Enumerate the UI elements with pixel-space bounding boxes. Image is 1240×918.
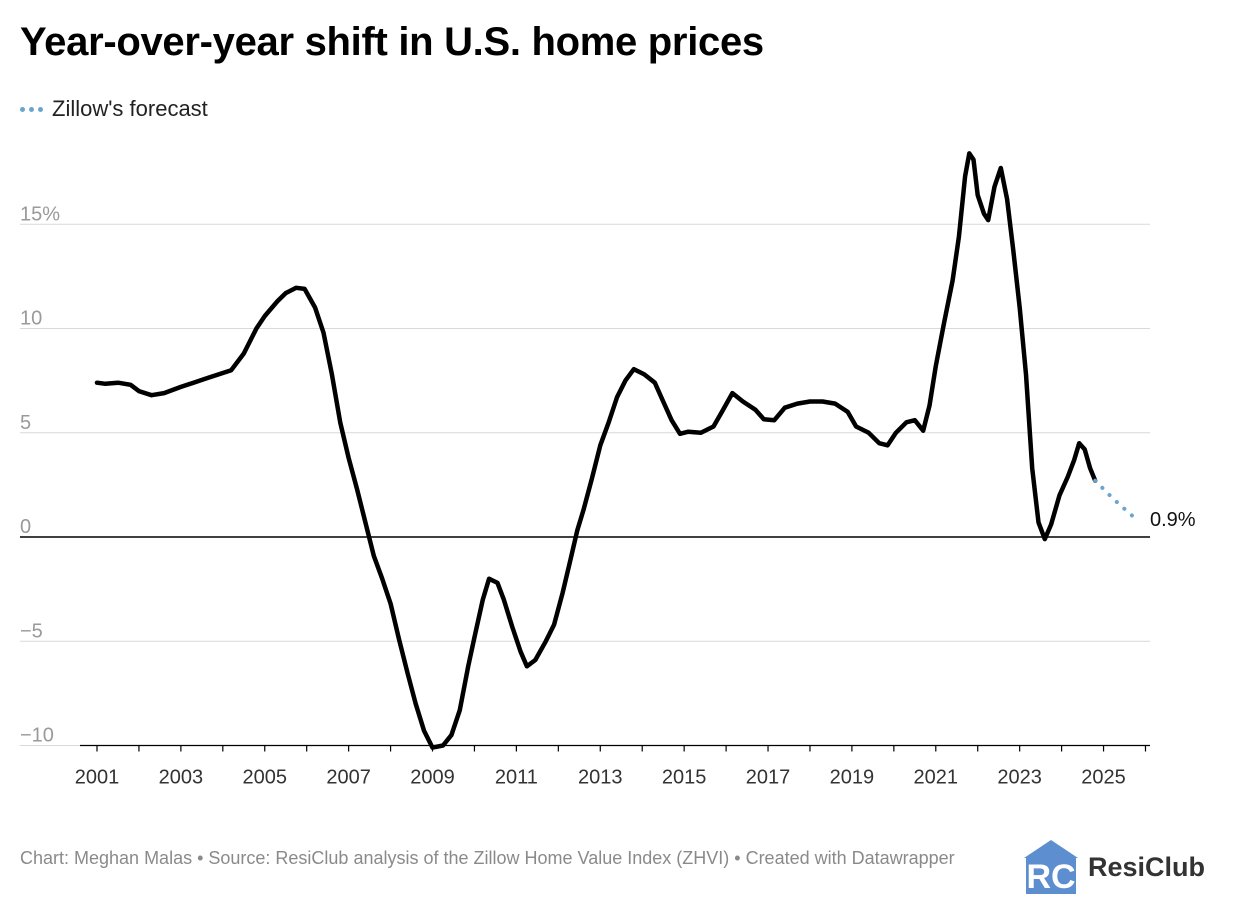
legend-label: Zillow's forecast <box>52 96 208 121</box>
y-tick-label: 5 <box>20 412 31 434</box>
series-lines <box>94 151 1137 750</box>
x-tick-label: 2019 <box>830 767 875 789</box>
gridlines <box>20 223 1150 746</box>
y-tick-label: 10 <box>20 308 42 330</box>
y-tick-label: 15% <box>20 203 60 225</box>
chart-source-note: Chart: Meghan Malas • Source: ResiClub a… <box>20 848 955 868</box>
x-tick-label: 2005 <box>243 767 288 789</box>
x-tick-label: 2015 <box>662 767 707 789</box>
logo-mark: RC <box>1026 858 1075 896</box>
x-tick-label: 2025 <box>1081 767 1126 789</box>
y-tick-label: −10 <box>20 725 54 747</box>
x-tick-label: 2023 <box>997 767 1042 789</box>
x-tick-label: 2017 <box>746 767 791 789</box>
line-chart: 15% 10 5 0 −5 −10 2001 2003 2005 2007 2009 2011 201… <box>20 151 1196 789</box>
x-tick-label: 2001 <box>75 767 120 789</box>
x-tick-label: 2003 <box>159 767 204 789</box>
legend-dot <box>29 106 34 112</box>
x-tick-label: 2013 <box>578 767 623 789</box>
forecast-line <box>1093 478 1137 521</box>
chart-title: Year-over-year shift in U.S. home prices <box>20 20 764 64</box>
legend-dot <box>38 106 43 112</box>
x-tick-label: 2021 <box>914 767 959 789</box>
y-tick-label: −5 <box>20 620 43 642</box>
actual-line <box>94 151 1098 750</box>
y-tick-label: 0 <box>20 516 31 538</box>
resiclub-house-icon: RC <box>1024 840 1078 896</box>
legend-dot <box>20 106 25 112</box>
forecast-dotted-swatch-icon <box>20 106 43 112</box>
x-tick-label: 2011 <box>495 767 538 789</box>
chart-legend: Zillow's forecast <box>20 96 208 122</box>
x-tick-label: 2007 <box>326 767 371 789</box>
annotations: 0.9% <box>1150 509 1196 531</box>
y-axis-ticks: 15% 10 5 0 −5 −10 <box>20 203 60 746</box>
end-value-label: 0.9% <box>1150 509 1196 531</box>
x-tick-label: 2009 <box>410 767 455 789</box>
logo-wordmark: ResiClub <box>1088 851 1206 882</box>
x-axis: 2001 2003 2005 2007 2009 2011 2013 2015 2017 2019… <box>75 744 1150 789</box>
resiclub-logo: RC ResiClub <box>1022 838 1205 896</box>
